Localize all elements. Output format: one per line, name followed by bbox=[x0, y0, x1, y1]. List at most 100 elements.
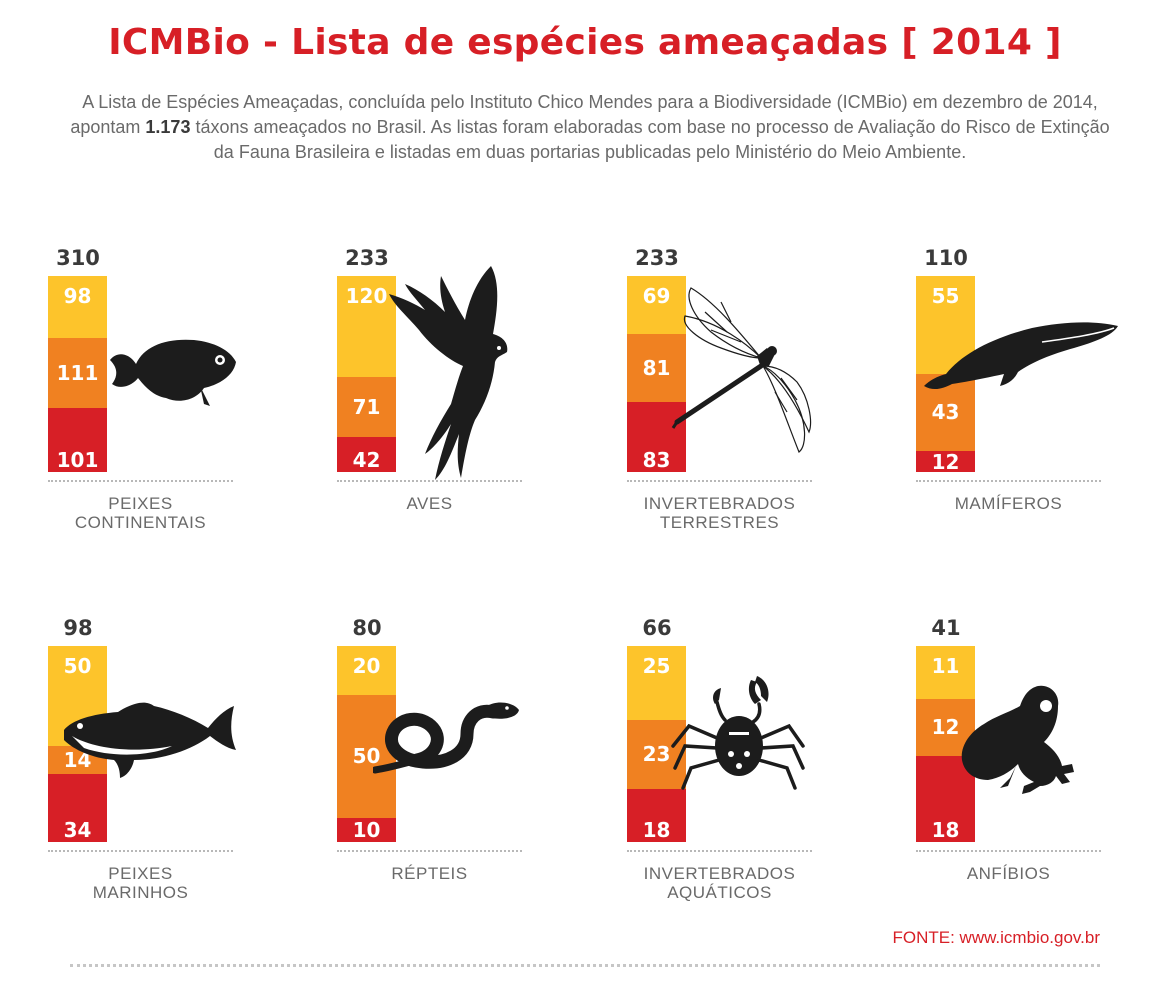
category-line-2: AQUÁTICOS bbox=[667, 883, 772, 902]
segment-value-label: 71 bbox=[352, 394, 381, 419]
bar-segment-red bbox=[48, 774, 107, 842]
baseline-divider bbox=[916, 850, 1101, 852]
bar-segment-yellow bbox=[916, 646, 975, 699]
segment-value-label: 34 bbox=[63, 818, 92, 842]
bar-segment-yellow bbox=[48, 276, 107, 338]
bar-segment-yellow bbox=[337, 646, 396, 695]
category-line-1: INVERTEBRADOS bbox=[643, 494, 796, 513]
bar-segment-red bbox=[916, 450, 975, 472]
bar-segment-orange bbox=[48, 337, 107, 409]
bar-segment-orange bbox=[627, 720, 686, 789]
dragonfly-icon bbox=[671, 287, 812, 453]
bar-total: 41 bbox=[931, 616, 961, 640]
segment-value-label: 12 bbox=[931, 715, 960, 740]
category-line-1: ANFÍBIOS bbox=[966, 864, 1051, 883]
segment-value-label: 11 bbox=[931, 654, 960, 678]
segment-value-label: 18 bbox=[931, 818, 960, 842]
category-line-1: PEIXES bbox=[108, 864, 173, 883]
bar-segment-orange bbox=[337, 695, 396, 818]
segment-value-label: 111 bbox=[56, 361, 99, 386]
bar-total: 66 bbox=[642, 616, 672, 640]
category-label: AVES bbox=[337, 494, 522, 513]
panel-peixes-continentais: 310 98 111 101 PEIXES CONTINENTAIS bbox=[48, 246, 288, 546]
segment-value-label: 10 bbox=[352, 818, 381, 842]
bar-total: 80 bbox=[352, 616, 382, 640]
segment-value-label: 98 bbox=[63, 284, 92, 308]
stacked-bar: 25 23 18 bbox=[627, 646, 686, 842]
intro-text: A Lista de Espécies Ameaçadas, concluída… bbox=[70, 90, 1110, 165]
category-line-1: AVES bbox=[406, 494, 453, 513]
segment-value-label: 69 bbox=[642, 284, 671, 308]
bar-total: 110 bbox=[924, 246, 968, 270]
intro-highlight: 1.173 bbox=[145, 117, 191, 137]
crab-icon bbox=[671, 676, 805, 790]
snake-icon bbox=[373, 702, 519, 774]
parrot-icon bbox=[389, 266, 508, 480]
frog-icon bbox=[961, 685, 1074, 794]
category-label: INVERTEBRADOS AQUÁTICOS bbox=[627, 864, 812, 902]
segment-value-label: 12 bbox=[931, 450, 960, 474]
stacked-bar: 120 71 42 bbox=[337, 276, 396, 472]
category-line-2: TERRESTRES bbox=[659, 513, 780, 532]
category-line-2: CONTINENTAIS bbox=[74, 513, 207, 532]
stacked-bar: 20 50 10 bbox=[337, 646, 396, 842]
bar-segment-yellow bbox=[627, 646, 686, 721]
segment-value-label: 50 bbox=[63, 654, 92, 678]
panel-invertebrados-aquaticos: 66 25 23 18 INVERTEBRADOS AQUÁTICOS bbox=[627, 616, 867, 916]
panel-repteis: 80 20 50 10 RÉPTEIS bbox=[337, 616, 577, 916]
segment-value-label: 23 bbox=[642, 742, 671, 767]
bar-segment-yellow bbox=[337, 276, 396, 377]
bar-total: 233 bbox=[345, 246, 389, 270]
intro-before: A Lista de Espécies Ameaçadas, concluída… bbox=[70, 92, 1098, 137]
bar-segment-red bbox=[337, 817, 396, 842]
baseline-divider bbox=[916, 480, 1101, 482]
bar-segment-yellow bbox=[627, 276, 686, 335]
category-label: ANFÍBIOS bbox=[916, 864, 1101, 883]
stacked-bar: 69 81 83 bbox=[627, 276, 686, 472]
whale-icon bbox=[924, 322, 1118, 390]
bar-segment-red bbox=[916, 755, 975, 842]
baseline-divider bbox=[48, 480, 233, 482]
category-line-2: MARINHOS bbox=[92, 883, 189, 902]
panel-anfibios: 41 11 12 18 ANFÍBIOS bbox=[916, 616, 1156, 916]
bar-segment-orange bbox=[337, 376, 396, 437]
panel-mamiferos: 110 55 43 12 MAMÍFEROS bbox=[916, 246, 1156, 546]
segment-value-label: 55 bbox=[931, 284, 960, 308]
segment-value-label: 120 bbox=[345, 284, 388, 308]
bar-total: 98 bbox=[63, 616, 93, 640]
category-label: PEIXES CONTINENTAIS bbox=[48, 494, 233, 532]
panel-invertebrados-terrestres: 233 69 81 83 INVERTEBRADOS TERRESTRES bbox=[627, 246, 867, 546]
category-line-1: INVERTEBRADOS bbox=[643, 864, 796, 883]
bar-segment-orange bbox=[627, 334, 686, 403]
baseline-divider bbox=[337, 480, 522, 482]
category-line-1: MAMÍFEROS bbox=[954, 494, 1063, 513]
category-label: INVERTEBRADOS TERRESTRES bbox=[627, 494, 812, 532]
intro-after: táxons ameaçados no Brasil. As listas fo… bbox=[190, 117, 1110, 162]
bar-total: 233 bbox=[635, 246, 679, 270]
baseline-divider bbox=[48, 850, 233, 852]
footer-divider bbox=[70, 964, 1100, 967]
source-label: FONTE: www.icmbio.gov.br bbox=[892, 928, 1100, 947]
category-label: MAMÍFEROS bbox=[916, 494, 1101, 513]
segment-value-label: 101 bbox=[56, 448, 99, 472]
category-label: PEIXES MARINHOS bbox=[48, 864, 233, 902]
segment-value-label: 81 bbox=[642, 356, 671, 381]
fish-icon bbox=[110, 339, 236, 406]
tuna-icon bbox=[64, 702, 236, 778]
bar-segment-red bbox=[627, 402, 686, 472]
bar-total: 310 bbox=[56, 246, 100, 270]
baseline-divider bbox=[337, 850, 522, 852]
category-label: RÉPTEIS bbox=[337, 864, 522, 883]
bar-segment-red bbox=[48, 408, 107, 472]
panel-aves: 233 120 71 42 AVES bbox=[337, 246, 577, 546]
panel-peixes-marinhos: 98 50 14 34 PEIXES MARINHOS bbox=[48, 616, 288, 916]
baseline-divider bbox=[627, 850, 812, 852]
segment-value-label: 25 bbox=[642, 654, 671, 678]
segment-value-label: 43 bbox=[931, 400, 960, 425]
bar-segment-red bbox=[337, 436, 396, 472]
category-line-1: PEIXES bbox=[108, 494, 173, 513]
segment-value-label: 20 bbox=[352, 654, 381, 678]
baseline-divider bbox=[627, 480, 812, 482]
page-title: ICMBio - Lista de espécies ameaçadas [ 2… bbox=[108, 22, 1062, 63]
segment-value-label: 18 bbox=[642, 818, 671, 842]
